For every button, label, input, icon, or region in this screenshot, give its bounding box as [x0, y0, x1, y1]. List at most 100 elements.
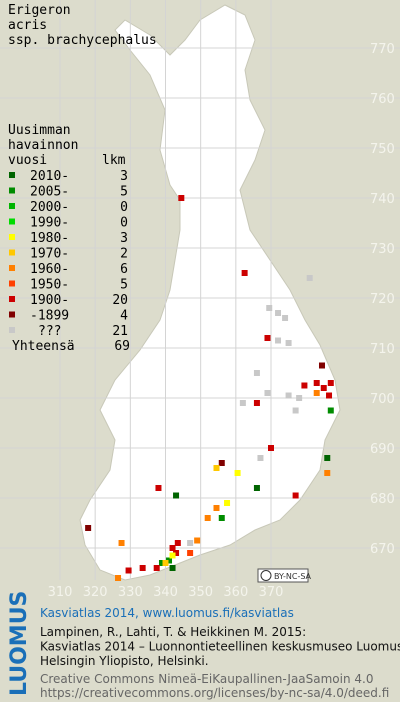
y-tick-label: 680: [370, 492, 395, 507]
record: [139, 565, 146, 571]
legend-label: 1900-: [30, 293, 69, 308]
legend-count: 3: [120, 231, 128, 246]
record: [166, 557, 173, 564]
legend-count: 0: [120, 216, 128, 231]
record: [213, 505, 220, 511]
record: [218, 460, 225, 466]
legend-swatch: [9, 327, 15, 333]
record: [155, 485, 162, 491]
record: [253, 400, 260, 406]
record: [118, 540, 125, 546]
record: [326, 392, 333, 399]
legend-swatch: [9, 296, 15, 302]
record: [264, 390, 271, 396]
legend-count: 3: [120, 169, 128, 184]
citation-line: Helsingin Yliopisto, Helsinki.: [40, 654, 209, 668]
legend-label: ???: [38, 324, 61, 339]
x-tick-label: 320: [83, 585, 108, 600]
record: [253, 485, 260, 491]
record: [285, 392, 292, 399]
record: [224, 500, 231, 506]
title-line: acris: [8, 18, 47, 33]
legend-swatch: [9, 234, 15, 240]
legend-count: 4: [120, 309, 128, 324]
y-tick-label: 730: [370, 242, 395, 257]
legend-count: 21: [112, 324, 128, 339]
record: [301, 382, 308, 389]
title-line: Erigeron: [8, 3, 71, 18]
brand: LUOMUS: [7, 591, 32, 696]
y-tick-label: 750: [370, 142, 395, 157]
record: [162, 560, 169, 566]
legend-count-header: lkm: [102, 153, 126, 168]
record: [327, 380, 334, 386]
legend-label: -1899: [30, 309, 69, 324]
x-tick-label: 310: [48, 585, 73, 600]
legend-swatch: [9, 311, 15, 318]
legend-label: 2005-: [30, 185, 69, 200]
citation-line: Kasviatlas 2014 – Luonnontieteellinen ke…: [40, 640, 400, 654]
record: [292, 492, 299, 499]
legend-swatch: [9, 249, 15, 256]
record: [264, 335, 271, 341]
record: [125, 567, 132, 574]
title-line: ssp. brachycephalus: [8, 33, 157, 48]
legend-label: 1990-: [30, 216, 69, 231]
record: [239, 400, 246, 406]
x-tick-label: 350: [188, 585, 213, 600]
legend-label: 2000-: [30, 200, 69, 215]
record: [158, 560, 165, 566]
record: [296, 395, 303, 401]
y-tick-label: 740: [370, 192, 395, 207]
record: [292, 407, 299, 414]
x-tick-label: 330: [118, 585, 143, 600]
legend-swatch: [9, 187, 15, 194]
record: [218, 515, 225, 521]
finland-outline: [79, 4, 341, 581]
record: [194, 537, 201, 544]
legend-label: 1950-: [30, 278, 69, 293]
y-tick-label: 710: [370, 342, 395, 357]
record: [282, 315, 289, 321]
x-tick-label: 360: [223, 585, 248, 600]
record: [173, 492, 180, 499]
legend-swatch: [9, 280, 15, 287]
record: [169, 545, 176, 551]
record: [275, 337, 282, 344]
record: [257, 455, 264, 461]
record: [324, 470, 331, 476]
record: [318, 362, 325, 369]
record: [85, 525, 92, 531]
record: [313, 390, 320, 396]
legend-count: 6: [120, 262, 128, 277]
legend-count: 5: [120, 278, 128, 293]
record: [306, 275, 313, 281]
y-tick-label: 720: [370, 292, 395, 307]
citation-line: Lampinen, R., Lahti, T. & Heikkinen M. 2…: [40, 625, 306, 639]
record: [241, 270, 248, 276]
legend-label: 1960-: [30, 262, 69, 277]
legend-header: Uusimman: [8, 123, 71, 138]
record: [173, 550, 180, 556]
x-tick-label: 370: [259, 585, 284, 600]
cc-icon: [260, 570, 272, 581]
legend-swatch: [9, 218, 15, 225]
license-line: Creative Commons Nimeä-EiKaupallinen-Jaa…: [40, 672, 374, 686]
legend-label: 2010-: [30, 169, 69, 184]
record: [327, 407, 334, 414]
record: [204, 515, 211, 521]
record: [187, 550, 194, 556]
legend-swatch: [9, 172, 15, 178]
x-tick-label: 340: [153, 585, 178, 600]
badge-frame: [257, 568, 309, 583]
y-tick-label: 690: [370, 442, 395, 457]
record: [285, 340, 292, 346]
record: [268, 445, 274, 451]
record: [275, 310, 282, 316]
record: [213, 465, 220, 471]
record: [266, 305, 273, 311]
legend-label: 1970-: [30, 247, 69, 262]
record: [169, 552, 176, 559]
total-count: 69: [114, 339, 130, 354]
